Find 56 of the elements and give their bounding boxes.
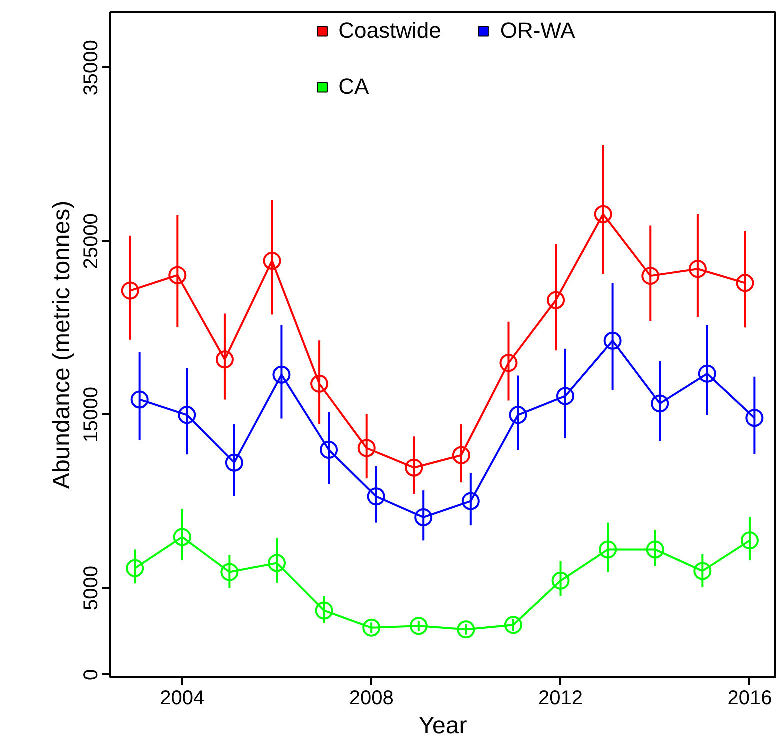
- y-tick-label: 15000: [80, 386, 102, 443]
- y-tick-label: 5000: [80, 566, 102, 610]
- point: [178, 406, 196, 424]
- point: [740, 532, 759, 550]
- point: [263, 252, 282, 270]
- point: [698, 364, 716, 383]
- y-tick-label: 25000: [80, 214, 102, 270]
- x-tick-label: 2008: [349, 688, 394, 710]
- point: [552, 572, 570, 590]
- point: [121, 282, 140, 300]
- point: [367, 488, 386, 506]
- point: [694, 562, 712, 580]
- point: [272, 366, 291, 384]
- point: [405, 458, 424, 477]
- point: [225, 454, 244, 472]
- x-tick-label: 2016: [728, 688, 772, 710]
- point: [268, 554, 286, 572]
- point: [504, 616, 522, 634]
- point: [362, 618, 381, 637]
- point: [315, 602, 334, 620]
- point: [651, 394, 670, 413]
- point: [604, 332, 622, 350]
- y-tick-label: 0: [80, 669, 102, 680]
- legend-label: Coastwide: [338, 18, 442, 44]
- legend-label: CA: [338, 74, 370, 100]
- point: [173, 528, 192, 546]
- point: [599, 540, 618, 559]
- point: [509, 406, 528, 424]
- point: [594, 205, 612, 224]
- point: [220, 563, 239, 582]
- point: [320, 441, 338, 459]
- point: [547, 291, 566, 310]
- point: [556, 387, 574, 406]
- point: [126, 559, 144, 578]
- y-axis-title: Abundance (metric tonnes): [48, 200, 76, 490]
- point: [310, 374, 329, 393]
- point: [500, 354, 518, 372]
- point: [642, 267, 660, 286]
- point: [688, 260, 707, 278]
- y-tick-label: 35000: [80, 40, 102, 96]
- point: [130, 390, 149, 409]
- point: [410, 617, 428, 636]
- point: [462, 492, 480, 510]
- x-tick-label: 2004: [160, 688, 205, 710]
- point: [457, 620, 476, 639]
- point: [736, 274, 754, 292]
- point: [168, 266, 187, 284]
- point: [216, 350, 234, 369]
- x-tick-label: 2012: [538, 688, 584, 710]
- point: [452, 446, 470, 464]
- point: [646, 540, 664, 559]
- legend-label: OR-WA: [500, 18, 576, 44]
- point: [414, 508, 433, 526]
- point: [358, 439, 376, 458]
- point: [746, 409, 764, 428]
- x-axis-title: Year: [418, 712, 468, 740]
